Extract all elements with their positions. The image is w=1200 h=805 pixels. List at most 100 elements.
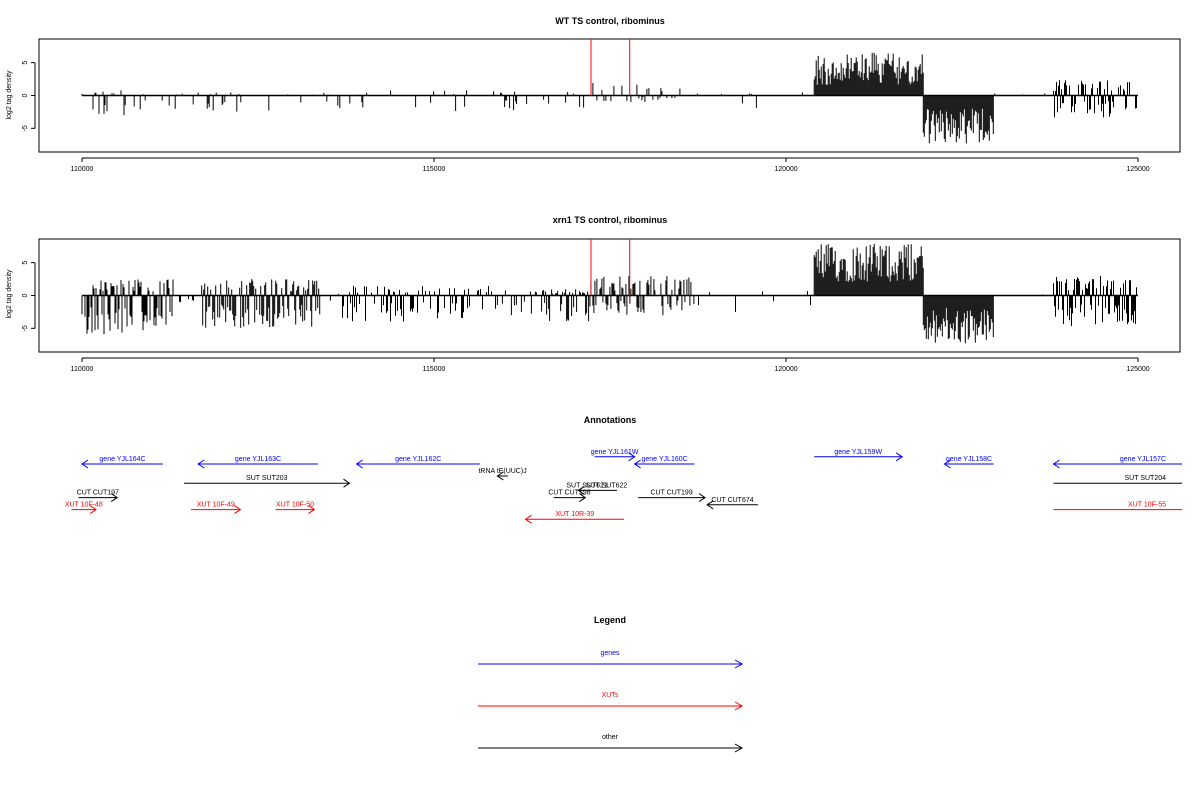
x-tick-label: 120000 [774, 166, 797, 173]
feature-label: CUT CUT674 [711, 497, 753, 504]
feature-arrowhead [579, 493, 587, 503]
annotations-panel: Annotations gene YJL164C gene YJL163C gene… [65, 415, 1182, 524]
annotation-feature: XUT 10R-39 [524, 511, 625, 524]
feature-label: tRNA tE(UUC)J [478, 468, 526, 475]
feature-label: CUT CUT199 [650, 490, 692, 497]
annotation-feature: XUT 10F-55 [1053, 502, 1182, 511]
annotation-feature: SUT SUT203 [184, 475, 351, 488]
feature-label: SUT SUT204 [1125, 475, 1167, 482]
feature-label: XUT 10F-50 [276, 502, 314, 509]
annotation-feature: gene YJL161W [591, 449, 639, 462]
feature-arrowhead [628, 452, 636, 462]
feature-arrowhead [698, 493, 706, 503]
y-tick-label: 5 [22, 261, 29, 265]
feature-arrowhead [234, 505, 242, 515]
legend-arrowhead [734, 701, 744, 711]
wt-track-title: WT TS control, ribominus [555, 16, 665, 26]
legend-label: other [602, 734, 619, 741]
x-tick-label: 125000 [1126, 166, 1149, 173]
feature-label: SUT SUT622 [586, 482, 628, 489]
feature-arrowhead [496, 471, 504, 481]
feature-arrowhead [81, 459, 89, 469]
legend-arrowhead [734, 743, 744, 753]
annotation-feature: gene YJL163C [197, 456, 318, 469]
x-tick-label: 110000 [71, 166, 94, 173]
feature-label: CUT CUT197 [77, 490, 119, 497]
xrn1-track-axes: 110000 115000 120000 125000 -5 0 5 [22, 261, 1150, 373]
legend-item: other [478, 734, 744, 753]
legend-arrowhead [734, 659, 744, 669]
x-tick-label: 115000 [423, 166, 446, 173]
legend-item: genes [478, 650, 744, 669]
feature-label: SUT SUT203 [246, 475, 288, 482]
feature-label: gene YJL158C [946, 456, 992, 463]
annotation-feature: CUT CUT199 [638, 490, 706, 503]
legend-title: Legend [594, 615, 626, 625]
feature-arrowhead [577, 485, 585, 495]
annotation-feature: gene YJL159W [814, 449, 904, 462]
annotations-title: Annotations [584, 415, 637, 425]
feature-arrowhead [197, 459, 205, 469]
annotation-feature: gene YJL160C [633, 456, 695, 469]
y-tick-label: 0 [22, 93, 29, 97]
xrn1-track-bars [81, 239, 1138, 344]
y-tick-label: -5 [22, 325, 29, 331]
feature-arrowhead [308, 505, 316, 515]
feature-label: gene YJL161W [591, 449, 639, 456]
y-tick-label: 5 [22, 61, 29, 65]
feature-label: XUT 10F-48 [65, 502, 103, 509]
feature-label: XUT 10F-49 [197, 502, 235, 509]
feature-label: CUT CUT198 [548, 490, 590, 497]
wt-track-frame [38, 38, 1181, 153]
x-tick-label: 115000 [423, 366, 446, 373]
wt-track-panel: WT TS control, ribominus log2 tag densit… [6, 16, 1181, 173]
annotation-feature: tRNA tE(UUC)J [478, 468, 527, 481]
wt-track-ylabel: log2 tag density [6, 70, 13, 120]
feature-label: SUT SUT621 [566, 482, 608, 489]
feature-arrowhead [110, 493, 119, 503]
annotation-feature: SUT SUT622 [586, 482, 628, 491]
feature-label: gene YJL157C [1120, 456, 1166, 463]
feature-arrowhead [633, 459, 641, 469]
feature-label: gene YJL159W [834, 449, 882, 456]
legend-label: genes [600, 650, 620, 657]
wt-track-bars [81, 39, 1138, 144]
y-tick-label: 0 [22, 293, 29, 297]
wt-track-axes: 110000 115000 120000 125000 -5 0 5 [22, 61, 1150, 173]
annotation-feature: gene YJL157C [1052, 456, 1182, 469]
feature-arrowhead [895, 452, 904, 462]
feature-label: gene YJL164C [99, 456, 145, 463]
annotation-feature: gene YJL158C [943, 456, 994, 469]
feature-arrowhead [706, 500, 714, 510]
feature-label: XUT 10R-39 [555, 511, 594, 518]
xrn1-track-panel: xrn1 TS control, ribominus log2 tag dens… [6, 215, 1181, 373]
legend-label: XUTs [602, 692, 619, 699]
x-tick-label: 125000 [1126, 366, 1149, 373]
xrn1-track-frame [38, 238, 1181, 353]
annotation-feature: SUT SUT204 [1053, 475, 1182, 484]
feature-arrowhead [355, 459, 363, 469]
annotation-feature: XUT 10F-48 [65, 502, 103, 515]
annotation-feature: CUT CUT197 [77, 490, 119, 503]
legend-items: genes XUTs other [478, 650, 744, 753]
x-tick-label: 120000 [774, 366, 797, 373]
annotation-feature: CUT CUT674 [706, 497, 758, 510]
xrn1-track-title: xrn1 TS control, ribominus [553, 215, 668, 225]
annotation-feature: XUT 10F-50 [275, 502, 316, 515]
feature-label: XUT 10F-55 [1128, 502, 1166, 509]
xrn1-track-ylabel: log2 tag density [6, 269, 13, 319]
x-tick-label: 110000 [71, 366, 94, 373]
annotation-feature: CUT CUT198 [548, 490, 591, 503]
feature-arrowhead [943, 459, 951, 469]
annotation-feature: SUT SUT621 [566, 482, 608, 495]
annotation-feature: gene YJL162C [355, 456, 480, 469]
legend-panel: Legend genes XUTs other [478, 615, 744, 753]
annotation-feature: XUT 10F-49 [191, 502, 242, 515]
y-tick-label: -5 [22, 125, 29, 131]
annotation-feature: gene YJL164C [81, 456, 163, 469]
feature-arrowhead [524, 514, 532, 524]
feature-arrowhead [1052, 459, 1060, 469]
feature-label: gene YJL163C [235, 456, 281, 463]
